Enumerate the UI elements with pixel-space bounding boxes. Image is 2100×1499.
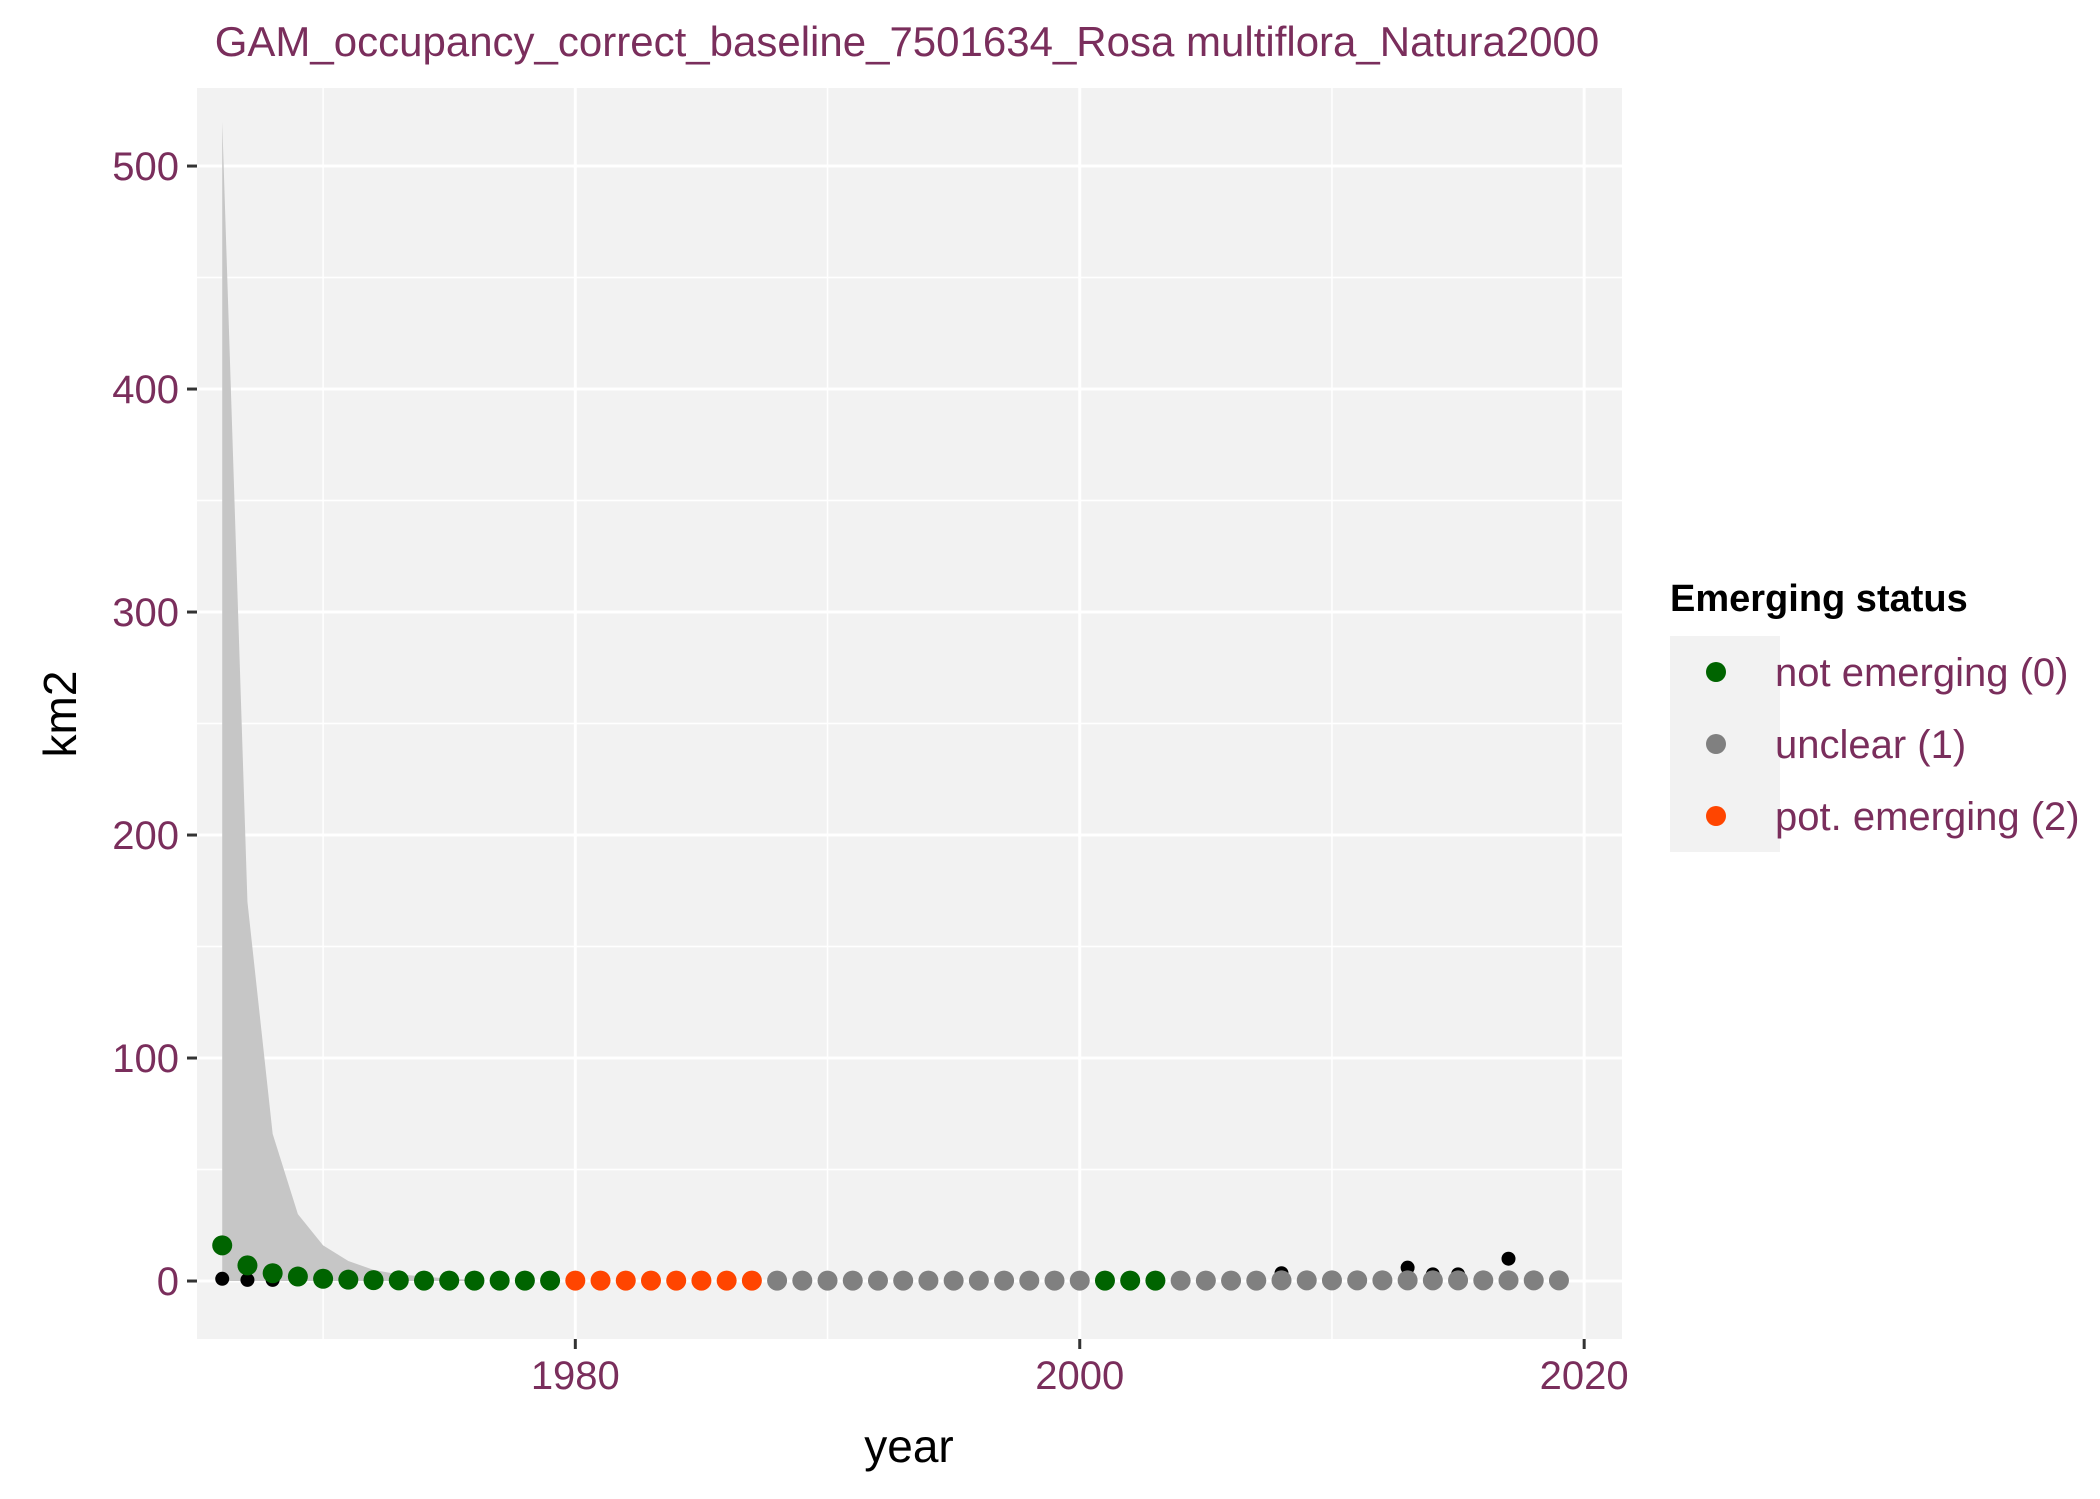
status-point	[590, 1270, 611, 1291]
status-point	[691, 1270, 712, 1291]
y-tick-label: 300	[112, 591, 179, 635]
x-tick-label: 2000	[1035, 1354, 1124, 1398]
status-point	[943, 1270, 964, 1291]
x-tick-label: 1980	[531, 1354, 620, 1398]
status-point	[1069, 1270, 1090, 1291]
status-point	[1548, 1270, 1569, 1291]
y-tick-label: 500	[112, 145, 179, 189]
y-axis-title: km2	[34, 671, 86, 758]
legend-entries: not emerging (0) unclear (1) pot. emerging…	[1706, 651, 2080, 839]
status-point	[439, 1270, 460, 1291]
y-tick-label: 100	[112, 1037, 179, 1081]
status-point	[287, 1266, 308, 1287]
legend-label: pot. emerging (2)	[1775, 795, 2080, 839]
status-point	[540, 1270, 561, 1291]
status-point	[237, 1255, 258, 1276]
status-point	[893, 1270, 914, 1291]
observed-point	[240, 1272, 255, 1287]
status-point	[1246, 1270, 1267, 1291]
status-point	[262, 1263, 283, 1284]
status-point	[1347, 1270, 1368, 1291]
status-point	[640, 1270, 661, 1291]
minor-gridlines	[197, 88, 1622, 1339]
x-axis-title: year	[864, 1420, 953, 1472]
status-point	[1372, 1270, 1393, 1291]
status-point	[1523, 1270, 1544, 1291]
status-point	[842, 1270, 863, 1291]
status-point	[1019, 1270, 1040, 1291]
x-tick-label: 2020	[1540, 1354, 1629, 1398]
status-point	[1271, 1270, 1292, 1291]
status-point	[615, 1270, 636, 1291]
status-point	[388, 1270, 409, 1291]
status-point	[716, 1270, 737, 1291]
status-point	[994, 1270, 1015, 1291]
status-point	[1473, 1270, 1494, 1291]
status-point	[741, 1270, 762, 1291]
status-point	[918, 1270, 939, 1291]
chart-title: GAM_occupancy_correct_baseline_7501634_R…	[215, 18, 1600, 65]
status-point	[338, 1269, 359, 1290]
plot-panel	[197, 88, 1622, 1339]
status-point	[1094, 1270, 1115, 1291]
status-point	[1321, 1270, 1342, 1291]
status-points-layer	[212, 1235, 1569, 1291]
status-point	[1448, 1270, 1469, 1291]
status-point	[464, 1270, 485, 1291]
x-axis: 1980 2000 2020	[531, 1339, 1629, 1398]
y-axis: 0 100 200 300 400 500	[112, 145, 197, 1304]
status-point	[313, 1268, 334, 1289]
legend: Emerging status not emerging (0) unclear …	[1670, 578, 2080, 852]
observed-point	[215, 1271, 230, 1286]
status-point	[212, 1235, 233, 1256]
status-point	[565, 1270, 586, 1291]
legend-title: Emerging status	[1670, 578, 1968, 620]
status-point	[1397, 1270, 1418, 1291]
status-point	[1221, 1270, 1242, 1291]
status-point	[867, 1270, 888, 1291]
legend-label: unclear (1)	[1775, 723, 1966, 767]
status-point	[767, 1270, 788, 1291]
y-tick-label: 200	[112, 814, 179, 858]
y-tick-label: 400	[112, 368, 179, 412]
confidence-ribbon	[222, 121, 475, 1282]
status-point	[1296, 1270, 1317, 1291]
status-point	[792, 1270, 813, 1291]
status-point	[1145, 1270, 1166, 1291]
legend-label: not emerging (0)	[1775, 651, 2068, 695]
status-point	[489, 1270, 510, 1291]
status-point	[817, 1270, 838, 1291]
status-point	[413, 1270, 434, 1291]
status-point	[1498, 1270, 1519, 1291]
status-point	[1422, 1270, 1443, 1291]
legend-key	[1706, 806, 1726, 826]
status-point	[1170, 1270, 1191, 1291]
status-point	[666, 1270, 687, 1291]
confidence-ribbon-layer	[222, 121, 475, 1282]
status-point	[363, 1270, 384, 1291]
status-point	[514, 1270, 535, 1291]
status-point	[1195, 1270, 1216, 1291]
legend-key	[1706, 662, 1726, 682]
legend-key	[1706, 734, 1726, 754]
status-point	[1044, 1270, 1065, 1291]
observed-point	[1501, 1251, 1516, 1266]
status-point	[1120, 1270, 1141, 1291]
status-point	[968, 1270, 989, 1291]
y-tick-label: 0	[157, 1260, 179, 1304]
